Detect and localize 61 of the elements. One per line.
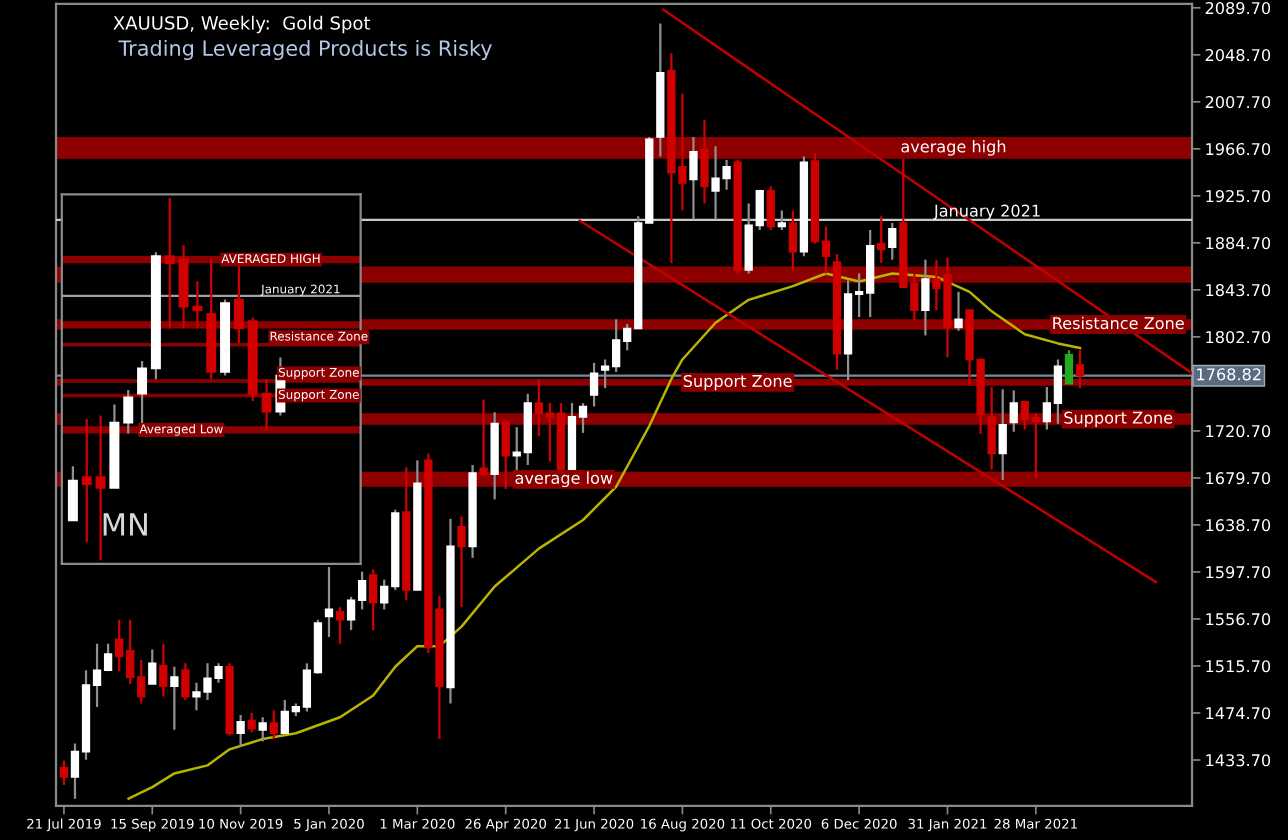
candlestick xyxy=(181,662,190,702)
candlestick xyxy=(170,665,179,731)
candlestick xyxy=(921,258,930,337)
ref-line-label: 1768.82 xyxy=(1197,368,1261,381)
band-label: Support Zone xyxy=(1064,411,1173,427)
y-tick-label: 1925.70 xyxy=(1206,190,1271,203)
candlestick xyxy=(987,385,996,471)
candlestick xyxy=(479,398,488,478)
y-tick-label: 1679.70 xyxy=(1206,472,1271,485)
candlestick xyxy=(888,221,897,261)
y-tick-label: 2007.70 xyxy=(1205,95,1271,109)
text: XAUUSD, Weekly: Gold Spot xyxy=(113,15,371,34)
candlestick xyxy=(1009,389,1018,433)
y-tick-label: 1433.70 xyxy=(1206,754,1271,767)
y-tick-label: 1802.70 xyxy=(1206,331,1271,344)
band-label: Support Zone xyxy=(683,374,792,391)
y-tick-label: 1638.70 xyxy=(1206,519,1271,532)
y-tick-label: 2089.70 xyxy=(1205,1,1271,15)
candlestick xyxy=(589,361,599,408)
band-label: average low xyxy=(515,471,613,488)
candlestick xyxy=(369,568,378,632)
annotation: MN xyxy=(103,513,147,536)
candlestick xyxy=(335,606,345,645)
candlestick xyxy=(788,209,798,272)
candlestick xyxy=(766,185,775,232)
candlestick xyxy=(95,414,106,562)
candlestick xyxy=(233,262,244,345)
candlestick xyxy=(457,515,466,609)
candlestick xyxy=(159,642,168,698)
candlestick xyxy=(59,759,69,786)
candlestick xyxy=(501,419,510,491)
y-tick-label: 1515.70 xyxy=(1206,660,1271,673)
candlestick xyxy=(700,118,709,205)
candlestick xyxy=(236,713,245,749)
candlestick xyxy=(998,388,1007,481)
candlestick xyxy=(689,135,698,221)
y-tick-label: 1966.70 xyxy=(1206,143,1271,156)
candlestick xyxy=(261,378,272,432)
candlestick xyxy=(247,711,256,734)
y-tick-label: 1720.70 xyxy=(1206,425,1271,438)
y-tick-label: 1556.70 xyxy=(1206,613,1271,626)
candlestick xyxy=(81,417,92,544)
y-tick-label: 1884.70 xyxy=(1206,237,1271,250)
candlestick xyxy=(258,716,267,743)
candlestick xyxy=(1075,349,1085,390)
candlestick xyxy=(164,196,175,330)
candlestick xyxy=(67,465,78,522)
candlestick xyxy=(777,209,786,232)
candlestick xyxy=(1064,349,1074,385)
candlestick xyxy=(877,215,886,265)
candlestick xyxy=(269,709,278,741)
band-label: average high xyxy=(901,140,1006,156)
y-tick-label: 2048.70 xyxy=(1205,48,1271,62)
y-tick-label: 1597.70 xyxy=(1206,566,1271,579)
y-tick-label: 1843.70 xyxy=(1206,284,1271,297)
candlestick xyxy=(954,290,963,332)
band-label: Resistance Zone xyxy=(1053,316,1184,330)
candlestick xyxy=(123,388,134,435)
y-tick-label: 1474.70 xyxy=(1206,707,1271,720)
candlestick xyxy=(148,648,157,686)
text: Trading Leveraged Products is Risky xyxy=(118,39,492,61)
